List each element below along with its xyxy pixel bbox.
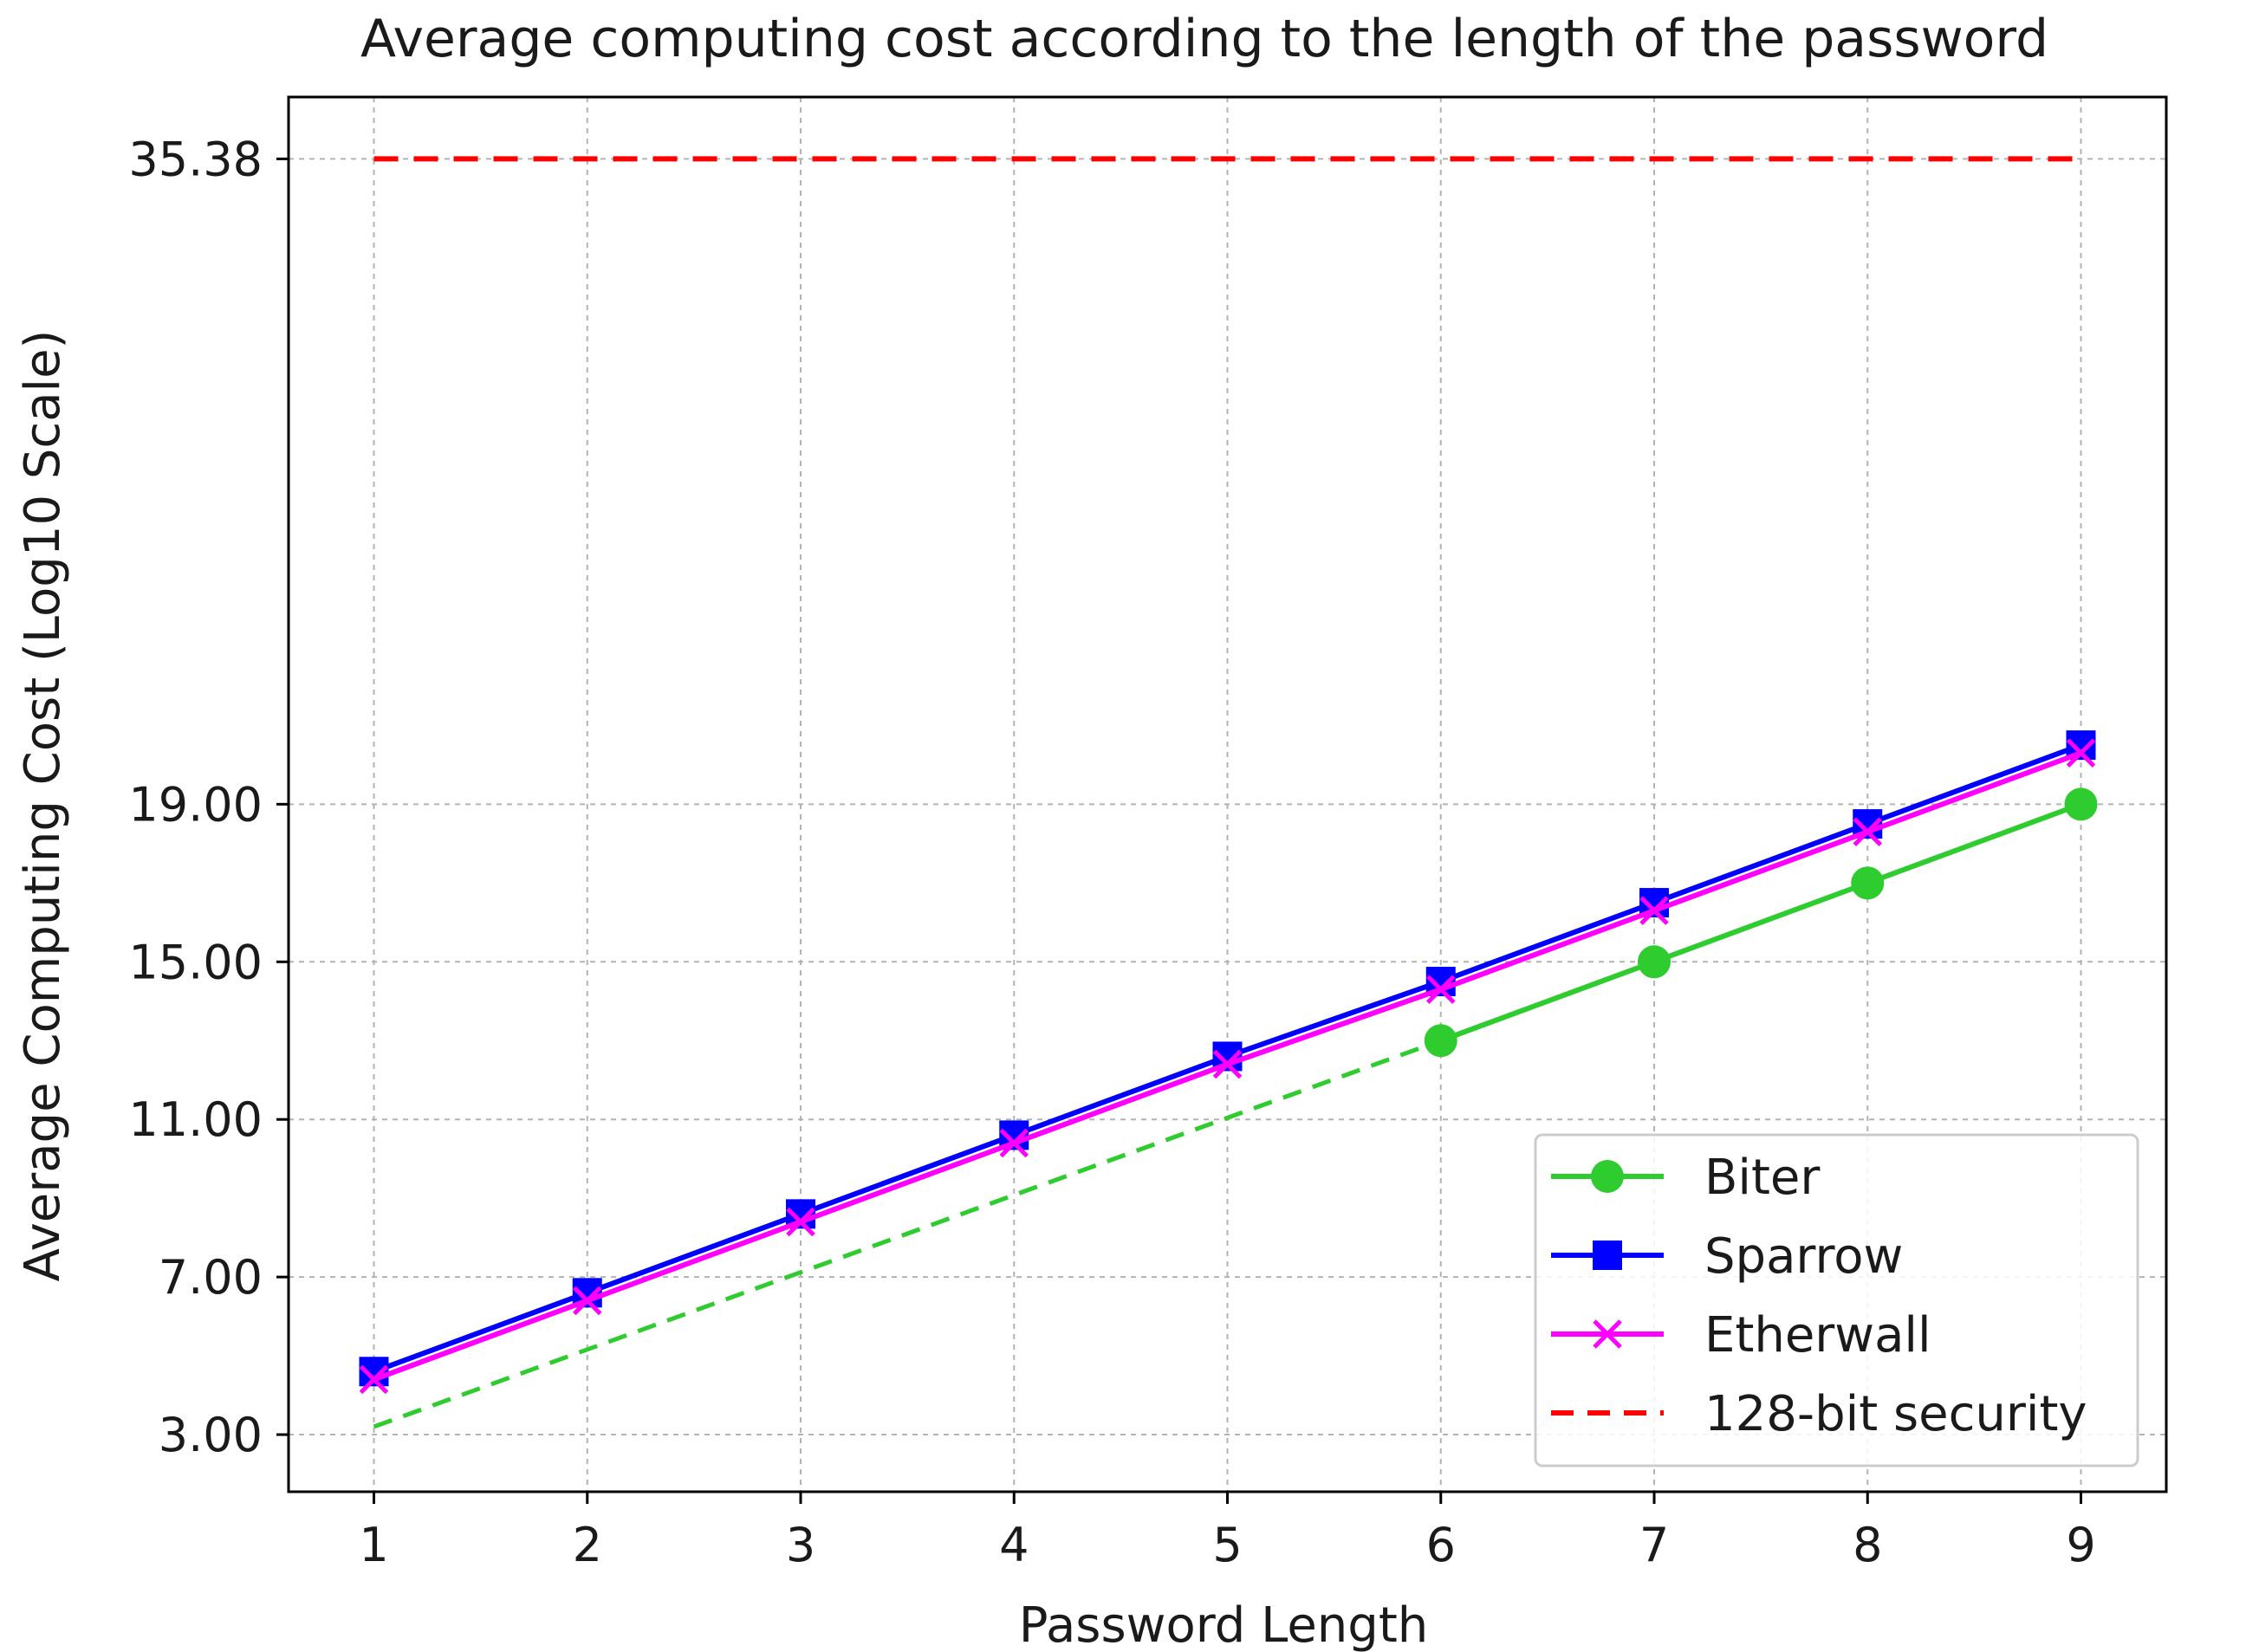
series-line (1439, 801, 2082, 1044)
legend-box (1534, 1133, 2139, 1467)
marker-x (999, 1128, 1029, 1158)
x-tick-label: 5 (1212, 1518, 1242, 1572)
marker-x (1593, 1319, 1622, 1349)
marker-x (1425, 975, 1456, 1004)
marker-circle (1851, 866, 1885, 900)
series-biter (373, 787, 2098, 1429)
x-tick-label: 4 (999, 1518, 1029, 1572)
x-tick-label: 6 (1426, 1518, 1456, 1572)
legend-label: Biter (1704, 1150, 1821, 1206)
y-tick-label: 15.00 (128, 935, 263, 989)
marker-x (786, 1207, 815, 1237)
marker-x (1639, 896, 1669, 925)
series-layer (359, 156, 2098, 1429)
marker-x (1853, 817, 1883, 846)
marker-circle (1591, 1160, 1624, 1193)
series-etherwall (359, 738, 2096, 1395)
legend: Biter Sparrow Etherwall 128-bit security (1534, 1133, 2139, 1467)
marker-x (572, 1286, 602, 1316)
marker-circle (2064, 787, 2098, 821)
chart-title: Average computing cost according to the … (360, 9, 2048, 69)
x-tick-label: 8 (1853, 1518, 1882, 1572)
marker-square (1593, 1241, 1622, 1270)
marker-x (1212, 1049, 1243, 1079)
y-tick-label: 3.00 (159, 1408, 263, 1462)
y-tick-label: 7.00 (159, 1250, 263, 1305)
marker-x (359, 1364, 389, 1395)
plot-frame (287, 95, 2168, 1493)
grid (289, 97, 2166, 1492)
y-tick-label: 35.38 (128, 132, 263, 186)
x-tick-label: 1 (359, 1518, 388, 1572)
x-tick-label: 3 (786, 1518, 815, 1572)
y-axis-label: Average Computing Cost (Log10 Scale) (15, 330, 71, 1282)
y-tick-label: 19.00 (128, 777, 263, 832)
ticks: 1 2 3 4 5 6 7 8 9 3.00 7.00 11.00 15.00 19.00 35.38 (128, 132, 2095, 1572)
x-axis-label: Password Length (1019, 1597, 1429, 1652)
marker-x (2066, 738, 2096, 768)
x-tick-label: 9 (2066, 1518, 2095, 1572)
y-tick-label: 11.00 (128, 1092, 263, 1147)
legend-label: Etherwall (1704, 1307, 1931, 1364)
x-tick-label: 2 (573, 1518, 602, 1572)
series-extrapolated-line (373, 1038, 1442, 1429)
marker-circle (1638, 945, 1671, 979)
marker-circle (1424, 1024, 1457, 1058)
x-tick-label: 7 (1639, 1518, 1669, 1572)
legend-label: 128-bit security (1704, 1386, 2087, 1442)
legend-label: Sparrow (1704, 1228, 1903, 1285)
